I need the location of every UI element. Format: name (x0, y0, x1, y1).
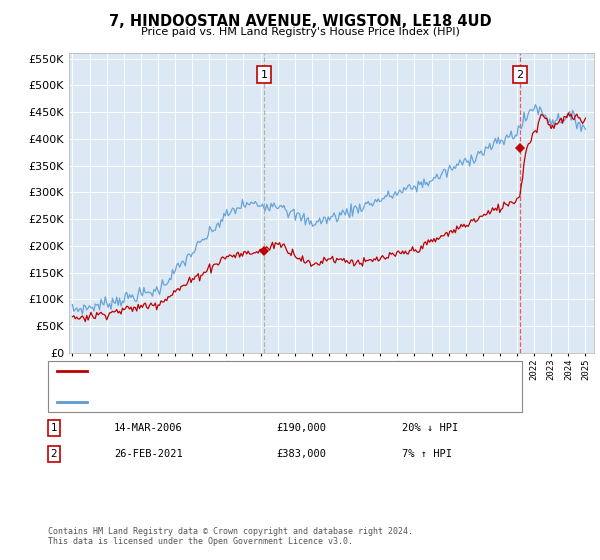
Text: 7, HINDOOSTAN AVENUE, WIGSTON, LE18 4UD: 7, HINDOOSTAN AVENUE, WIGSTON, LE18 4UD (109, 14, 491, 29)
Text: £383,000: £383,000 (276, 449, 326, 459)
Text: 1: 1 (50, 423, 58, 433)
Text: 2: 2 (516, 69, 523, 80)
Text: 20% ↓ HPI: 20% ↓ HPI (402, 423, 458, 433)
Text: 2: 2 (50, 449, 58, 459)
Text: £190,000: £190,000 (276, 423, 326, 433)
Text: 26-FEB-2021: 26-FEB-2021 (114, 449, 183, 459)
Text: Price paid vs. HM Land Registry's House Price Index (HPI): Price paid vs. HM Land Registry's House … (140, 27, 460, 37)
Text: HPI: Average price, detached house, Oadby and Wigston: HPI: Average price, detached house, Oadb… (93, 397, 388, 407)
Text: Contains HM Land Registry data © Crown copyright and database right 2024.
This d: Contains HM Land Registry data © Crown c… (48, 526, 413, 546)
Text: 14-MAR-2006: 14-MAR-2006 (114, 423, 183, 433)
Text: 1: 1 (260, 69, 268, 80)
Text: 7% ↑ HPI: 7% ↑ HPI (402, 449, 452, 459)
Text: 7, HINDOOSTAN AVENUE, WIGSTON, LE18 4UD (detached house): 7, HINDOOSTAN AVENUE, WIGSTON, LE18 4UD … (93, 366, 431, 376)
